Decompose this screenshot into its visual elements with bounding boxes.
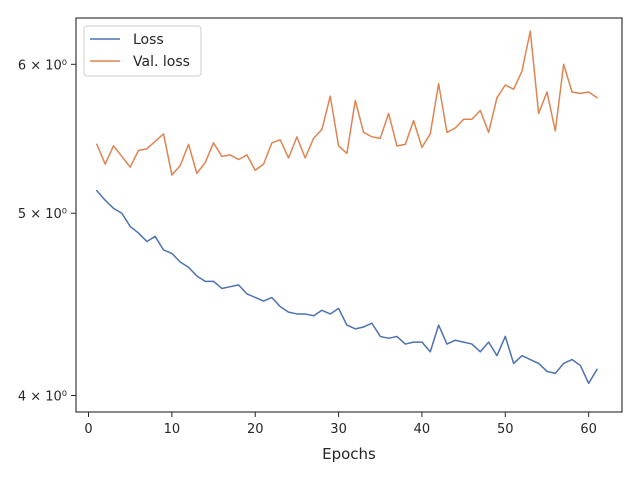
y-tick-label: 4 × 10⁰ [18,389,67,404]
y-tick-label: 5 × 10⁰ [18,207,67,222]
x-tick-label: 30 [330,422,347,437]
x-axis-label: Epochs [322,445,376,463]
y-tick-label: 6 × 10⁰ [18,58,67,73]
legend: Loss Val. loss [83,25,202,77]
x-tick-label: 50 [497,422,514,437]
series-line-val-loss [95,30,599,176]
x-tick-label: 0 [84,422,92,437]
plot-background [76,18,622,412]
plot-frame [75,17,623,413]
x-tick-label: 20 [247,422,264,437]
x-axis: 0 10 20 30 40 50 60 [84,412,597,437]
legend-label: Val. loss [133,54,190,70]
x-tick-label: 60 [580,422,597,437]
y-axis: 4 × 10⁰ 5 × 10⁰ 6 × 10⁰ [18,58,76,404]
series-line-loss [95,189,599,385]
legend-label: Loss [133,32,164,48]
x-tick-label: 40 [414,422,431,437]
x-tick-label: 10 [164,422,181,437]
series-layer [95,30,599,385]
